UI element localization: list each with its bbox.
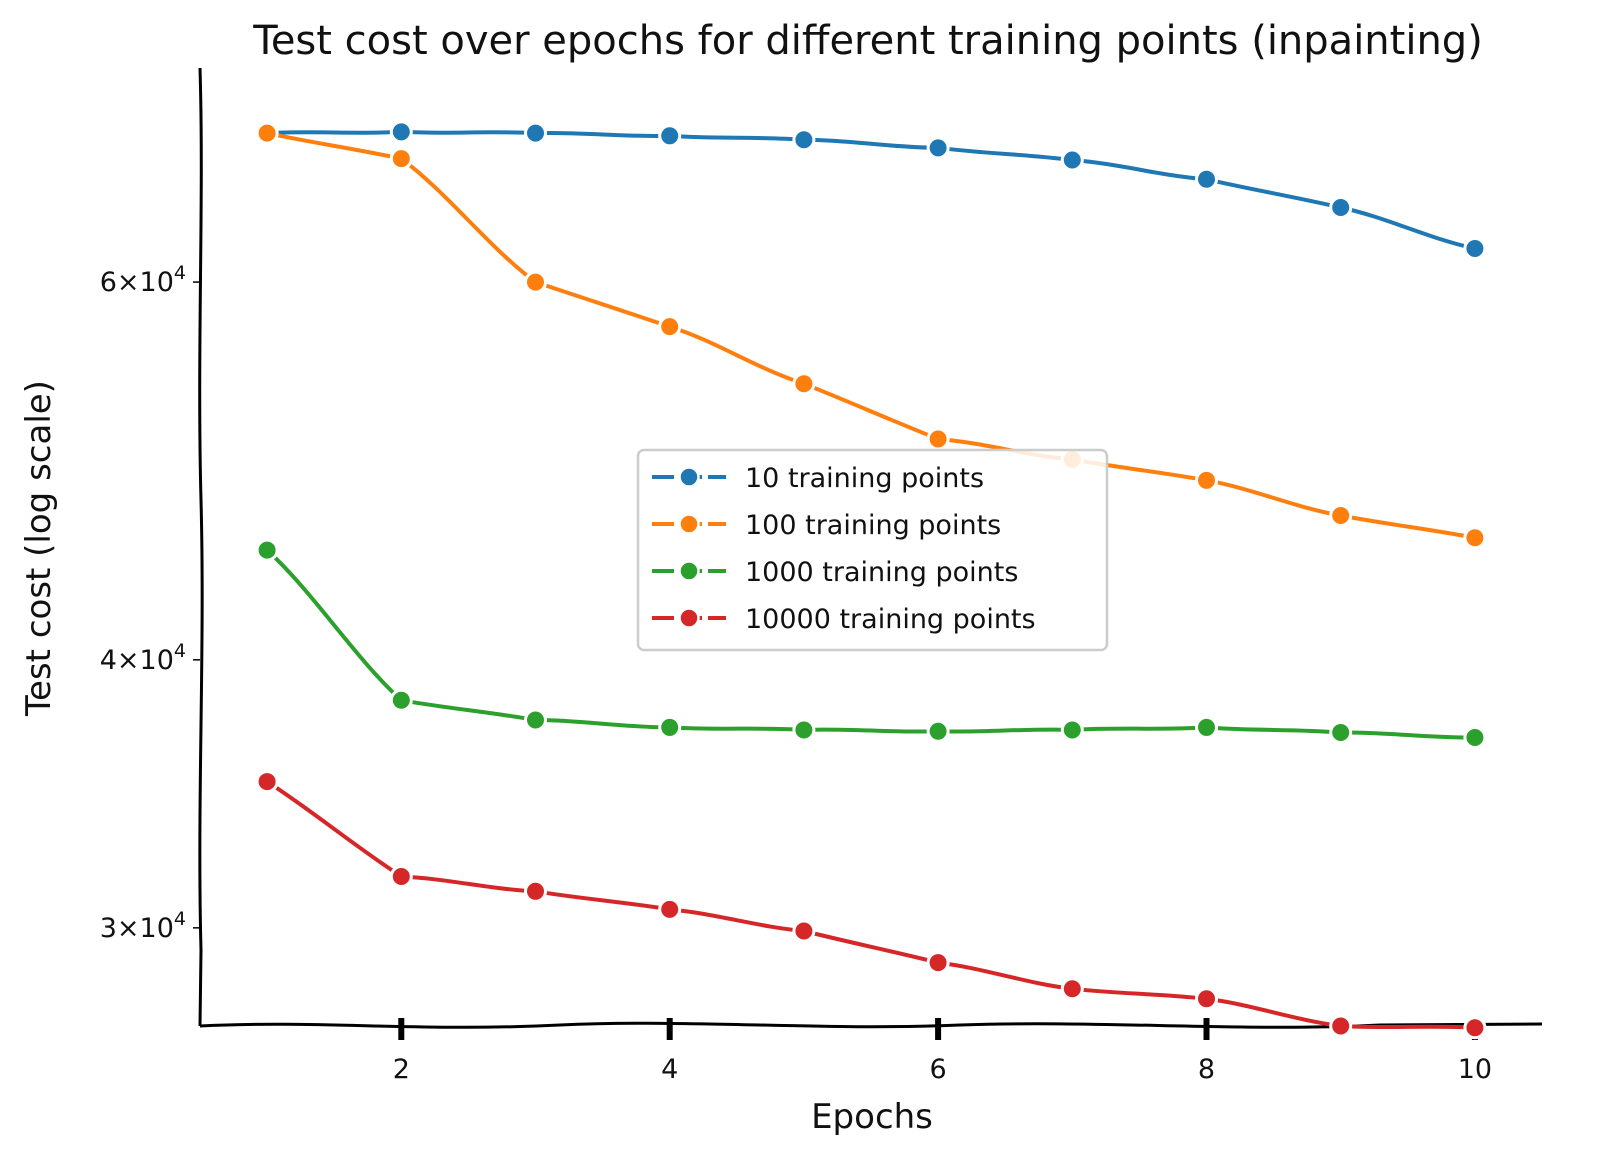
- data-point: [658, 124, 682, 148]
- y-axis-label: Test cost (log scale): [19, 380, 59, 717]
- data-point: [524, 121, 547, 145]
- data-point: [1195, 468, 1218, 492]
- data-point: [1060, 977, 1084, 1001]
- data-point: [658, 897, 682, 921]
- data-point: [792, 919, 816, 943]
- y-tick-label: 3×104: [100, 908, 186, 944]
- data-point: [926, 719, 950, 743]
- y-tick-label: 6×104: [100, 262, 186, 298]
- data-point: [926, 136, 950, 160]
- data-point: [926, 951, 950, 975]
- data-point: [255, 121, 279, 145]
- y-tick-label: 4×104: [100, 640, 186, 676]
- data-point: [1329, 504, 1353, 528]
- data-point: [1329, 720, 1353, 744]
- legend-box: [636, 448, 1109, 652]
- y-axis-spine: [198, 67, 204, 1027]
- y-tick-multiplier: ×10: [117, 645, 174, 676]
- data-point: [1060, 148, 1084, 172]
- data-point: [658, 315, 682, 339]
- data-point: [1463, 726, 1487, 750]
- data-point: [1195, 987, 1218, 1011]
- y-tick-mantissa: 6: [100, 267, 117, 298]
- series-line: [265, 779, 1477, 1030]
- data-point: [792, 718, 816, 742]
- data-point: [658, 715, 682, 739]
- y-tick-mantissa: 4: [100, 645, 117, 676]
- data-point: [255, 538, 279, 562]
- data-point: [792, 372, 816, 396]
- data-point: [524, 708, 547, 732]
- data-point: [389, 864, 413, 888]
- data-point: [389, 120, 413, 144]
- data-point: [389, 147, 413, 171]
- y-tick-multiplier: ×10: [117, 267, 174, 298]
- data-point: [1060, 718, 1084, 742]
- data-point: [1463, 1016, 1487, 1040]
- series-line: [265, 131, 1477, 540]
- data-point: [255, 770, 279, 794]
- legend-label: 10 training points: [745, 463, 984, 494]
- data-point: [1195, 167, 1218, 191]
- legend-items: 10 training points 100 training points 100…: [652, 463, 1036, 635]
- y-tick-exponent: 4: [174, 640, 186, 662]
- legend-swatch-marker: [678, 607, 700, 629]
- data-point: [1329, 1014, 1353, 1038]
- y-tick-exponent: 4: [174, 908, 186, 930]
- data-point: [1463, 237, 1487, 261]
- legend-swatch-marker: [678, 513, 700, 535]
- data-point: [524, 270, 547, 294]
- x-axis-spine: [199, 1021, 1543, 1029]
- data-point: [524, 879, 547, 903]
- chart-title: Test cost over epochs for different trai…: [252, 18, 1483, 64]
- data-point: [926, 427, 950, 451]
- x-axis-label: Epochs: [811, 1097, 933, 1137]
- data-point: [1463, 526, 1487, 550]
- legend-label: 100 training points: [745, 510, 1001, 541]
- legend-label: 1000 training points: [745, 557, 1018, 588]
- series-line: [265, 129, 1477, 251]
- series-markers: [255, 120, 1487, 1040]
- data-point: [389, 688, 413, 712]
- x-tick-label: 8: [1198, 1054, 1215, 1085]
- data-point: [1329, 196, 1353, 220]
- legend-label: 10000 training points: [745, 604, 1036, 635]
- series-line: [265, 548, 1477, 740]
- x-tick-label: 6: [930, 1054, 947, 1085]
- x-tick-label: 10: [1458, 1054, 1492, 1085]
- data-point: [1195, 715, 1218, 739]
- y-tick-mantissa: 3: [100, 913, 117, 944]
- y-tick-multiplier: ×10: [117, 913, 174, 944]
- legend-swatch-marker: [678, 560, 700, 582]
- x-tick-label: 2: [393, 1054, 410, 1085]
- data-point: [792, 128, 816, 152]
- legend-swatch-marker: [678, 466, 700, 488]
- legend: 10 training points 100 training points 100…: [636, 448, 1109, 652]
- y-tick-exponent: 4: [174, 262, 186, 284]
- series-lines: [265, 129, 1477, 1030]
- x-tick-label: 4: [661, 1054, 678, 1085]
